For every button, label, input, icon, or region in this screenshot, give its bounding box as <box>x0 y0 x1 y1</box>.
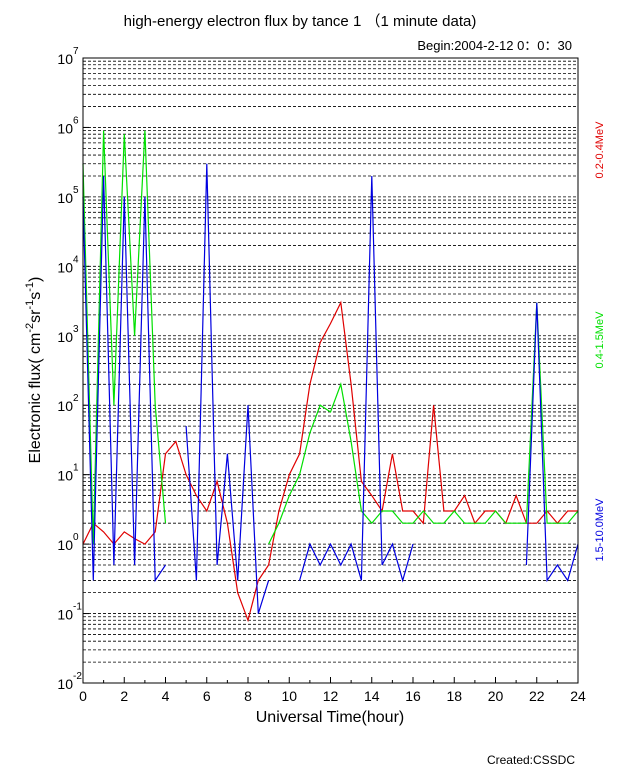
footer: Created:CSSDC <box>487 753 575 767</box>
x-tick-label: 14 <box>364 688 380 704</box>
y-tick-label: 10 <box>57 537 73 553</box>
y-axis-label-part: ) <box>27 277 44 282</box>
legend-label: 1.5-10.0MeV <box>594 498 606 562</box>
y-tick-exponent: -2 <box>73 671 82 682</box>
x-tick-label: 20 <box>488 688 504 704</box>
y-tick-exponent: 2 <box>73 393 79 404</box>
x-tick-label: 2 <box>120 688 128 704</box>
x-axis-label: Universal Time(hour) <box>256 709 404 726</box>
y-tick-label: 10 <box>57 329 73 345</box>
y-tick-label: 10 <box>57 607 73 623</box>
y-axis-label: Electronic flux( cm-2sr-1s-1) <box>24 277 44 464</box>
y-axis-label-part: Electronic flux( cm <box>27 333 44 464</box>
plot-frame <box>82 57 579 684</box>
y-tick-label: 10 <box>57 190 73 206</box>
y-tick-exponent: 1 <box>73 463 79 474</box>
x-tick-label: 4 <box>162 688 170 704</box>
y-axis-label-part: s <box>27 292 44 300</box>
x-tick-label: 10 <box>281 688 297 704</box>
y-axis-label-part: -2 <box>24 323 36 333</box>
series-line <box>82 130 579 545</box>
y-tick-label: 10 <box>57 468 73 484</box>
y-axis-label-part: -1 <box>24 282 36 292</box>
y-tick-label: 10 <box>57 51 73 67</box>
y-axis-label-part: sr <box>27 309 44 323</box>
x-tick-label: 24 <box>570 688 586 704</box>
chart-subtitle: Begin:2004-2-12 0：0：30 <box>417 38 572 53</box>
y-tick-exponent: 4 <box>73 254 79 265</box>
y-tick-exponent: 3 <box>73 324 79 335</box>
x-tick-label: 0 <box>79 688 87 704</box>
x-tick-label: 22 <box>529 688 545 704</box>
x-tick-label: 8 <box>244 688 252 704</box>
y-tick-label: 10 <box>57 676 73 692</box>
x-tick-label: 12 <box>323 688 339 704</box>
y-tick-label: 10 <box>57 120 73 136</box>
y-tick-exponent: -1 <box>73 602 82 613</box>
y-tick-label: 10 <box>57 398 73 414</box>
y-axis-label-part: -1 <box>24 300 36 310</box>
legend-label: 0.2-0.4MeV <box>594 121 606 179</box>
y-tick-exponent: 6 <box>73 115 79 126</box>
y-tick-exponent: 0 <box>73 532 79 543</box>
series-line <box>82 300 578 623</box>
y-tick-exponent: 5 <box>73 185 79 196</box>
x-tick-label: 18 <box>446 688 462 704</box>
y-tick-label: 10 <box>57 259 73 275</box>
x-tick-label: 16 <box>405 688 421 704</box>
x-tick-label: 6 <box>203 688 211 704</box>
legend-label: 0.4-1.5MeV <box>594 311 606 369</box>
chart-title: high-energy electron flux by tance 1 （1 … <box>124 13 477 30</box>
y-tick-exponent: 7 <box>73 46 79 57</box>
series-line <box>82 163 579 614</box>
